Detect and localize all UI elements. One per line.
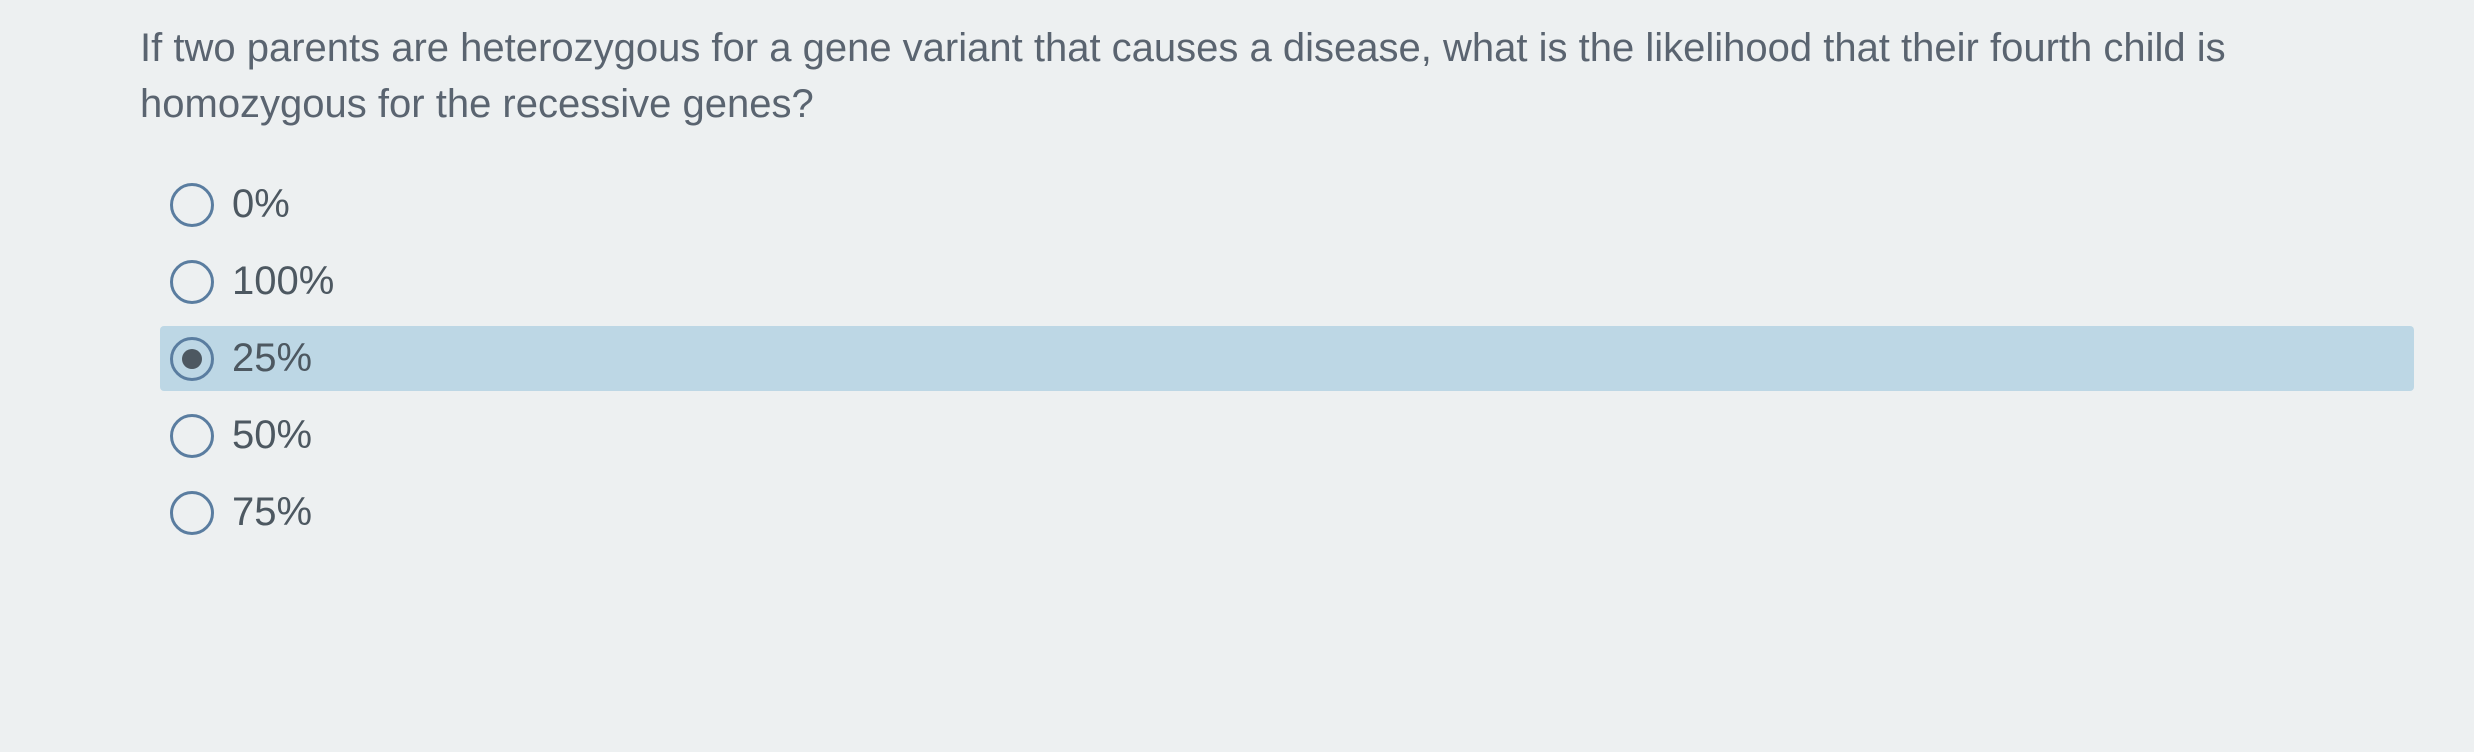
option-label: 100% xyxy=(232,259,334,304)
radio-icon[interactable] xyxy=(170,414,214,458)
radio-icon[interactable] xyxy=(170,337,214,381)
option-label: 75% xyxy=(232,490,312,535)
option-label: 25% xyxy=(232,336,312,381)
option-25percent[interactable]: 25% xyxy=(160,326,2414,391)
option-50percent[interactable]: 50% xyxy=(160,403,2474,468)
option-label: 50% xyxy=(232,413,312,458)
options-container: 0% 100% 25% 50% 75% xyxy=(100,172,2474,545)
question-text: If two parents are heterozygous for a ge… xyxy=(100,20,2474,132)
option-label: 0% xyxy=(232,182,290,227)
radio-icon[interactable] xyxy=(170,183,214,227)
radio-icon[interactable] xyxy=(170,491,214,535)
option-75percent[interactable]: 75% xyxy=(160,480,2474,545)
radio-icon[interactable] xyxy=(170,260,214,304)
option-0percent[interactable]: 0% xyxy=(160,172,2474,237)
option-100percent[interactable]: 100% xyxy=(160,249,2474,314)
